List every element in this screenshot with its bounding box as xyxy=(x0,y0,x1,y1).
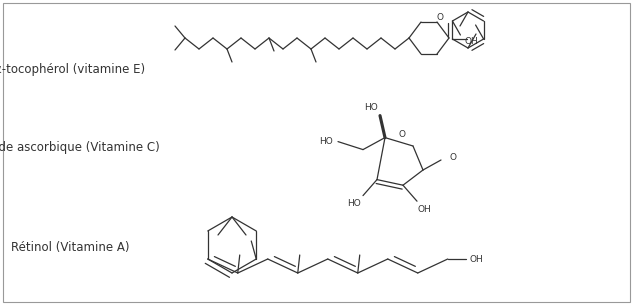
Text: OH: OH xyxy=(465,37,478,45)
Text: O: O xyxy=(449,152,456,162)
Text: O: O xyxy=(399,130,406,139)
Text: HO: HO xyxy=(319,137,333,146)
Text: O: O xyxy=(437,13,444,21)
Text: Rétinol (Vitamine A): Rétinol (Vitamine A) xyxy=(11,242,129,254)
Text: Acide ascorbique (Vitamine C): Acide ascorbique (Vitamine C) xyxy=(0,142,160,155)
Text: HO: HO xyxy=(348,199,361,208)
Text: HO: HO xyxy=(364,103,378,112)
Text: OH: OH xyxy=(418,205,432,214)
Text: OH: OH xyxy=(470,254,484,264)
Text: α-tocophérol (vitamine E): α-tocophérol (vitamine E) xyxy=(0,63,146,77)
